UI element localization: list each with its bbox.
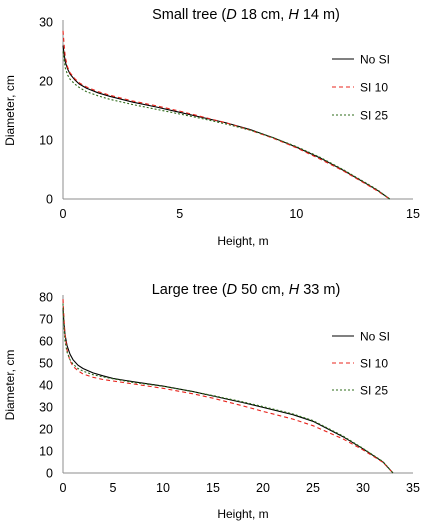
chart-title: Small tree (D 18 cm, H 14 m)	[152, 7, 340, 23]
y-axis-label: Diameter, cm	[3, 75, 17, 146]
y-tick-label: 20	[39, 75, 53, 89]
chart-title: Large tree (D 50 cm, H 33 m)	[152, 282, 341, 298]
legend-label: SI 25	[360, 109, 388, 123]
y-tick-label: 50	[39, 357, 53, 371]
x-tick-label: 15	[406, 207, 420, 221]
legend-label: No SI	[360, 53, 390, 67]
y-tick-label: 0	[46, 467, 53, 481]
x-axis-label: Height, m	[217, 234, 268, 248]
x-tick-label: 15	[206, 481, 220, 495]
chart-1: Small tree (D 18 cm, H 14 m) 0 10 20 30 0 5 10 1…	[3, 7, 420, 248]
y-tick-label: 80	[39, 291, 53, 305]
series-line-no-si	[62, 45, 391, 200]
series-line-si-25	[62, 303, 394, 474]
x-tick-label: 0	[60, 207, 67, 221]
legend-label: SI 10	[360, 357, 388, 371]
series-line-si-10	[62, 299, 394, 474]
y-tick-label: 30	[39, 401, 53, 415]
x-tick-label: 30	[356, 481, 370, 495]
y-tick-label: 70	[39, 313, 53, 327]
legend-label: No SI	[360, 330, 390, 344]
y-tick-label: 0	[46, 193, 53, 207]
series-line-si-25	[62, 51, 391, 200]
legend-label: SI 25	[360, 384, 388, 398]
series-line-no-si	[62, 307, 394, 474]
x-tick-label: 5	[176, 207, 183, 221]
y-tick-label: 10	[39, 445, 53, 459]
x-tick-label: 20	[256, 481, 270, 495]
y-tick-label: 60	[39, 335, 53, 349]
x-tick-label: 0	[60, 481, 67, 495]
y-tick-label: 10	[39, 134, 53, 148]
y-tick-label: 20	[39, 423, 53, 437]
x-tick-label: 5	[110, 481, 117, 495]
series-line-si-10	[62, 30, 391, 200]
x-tick-label: 10	[289, 207, 303, 221]
y-tick-label: 40	[39, 379, 53, 393]
chart-2: Large tree (D 50 cm, H 33 m)010203040506…	[3, 282, 420, 521]
y-tick-label: 30	[39, 16, 53, 30]
x-tick-label: 10	[156, 481, 170, 495]
y-axis-label: Diameter, cm	[3, 350, 17, 421]
x-tick-label: 35	[406, 481, 420, 495]
x-axis-label: Height, m	[217, 507, 268, 521]
x-tick-label: 25	[306, 481, 320, 495]
legend-label: SI 10	[360, 81, 388, 95]
